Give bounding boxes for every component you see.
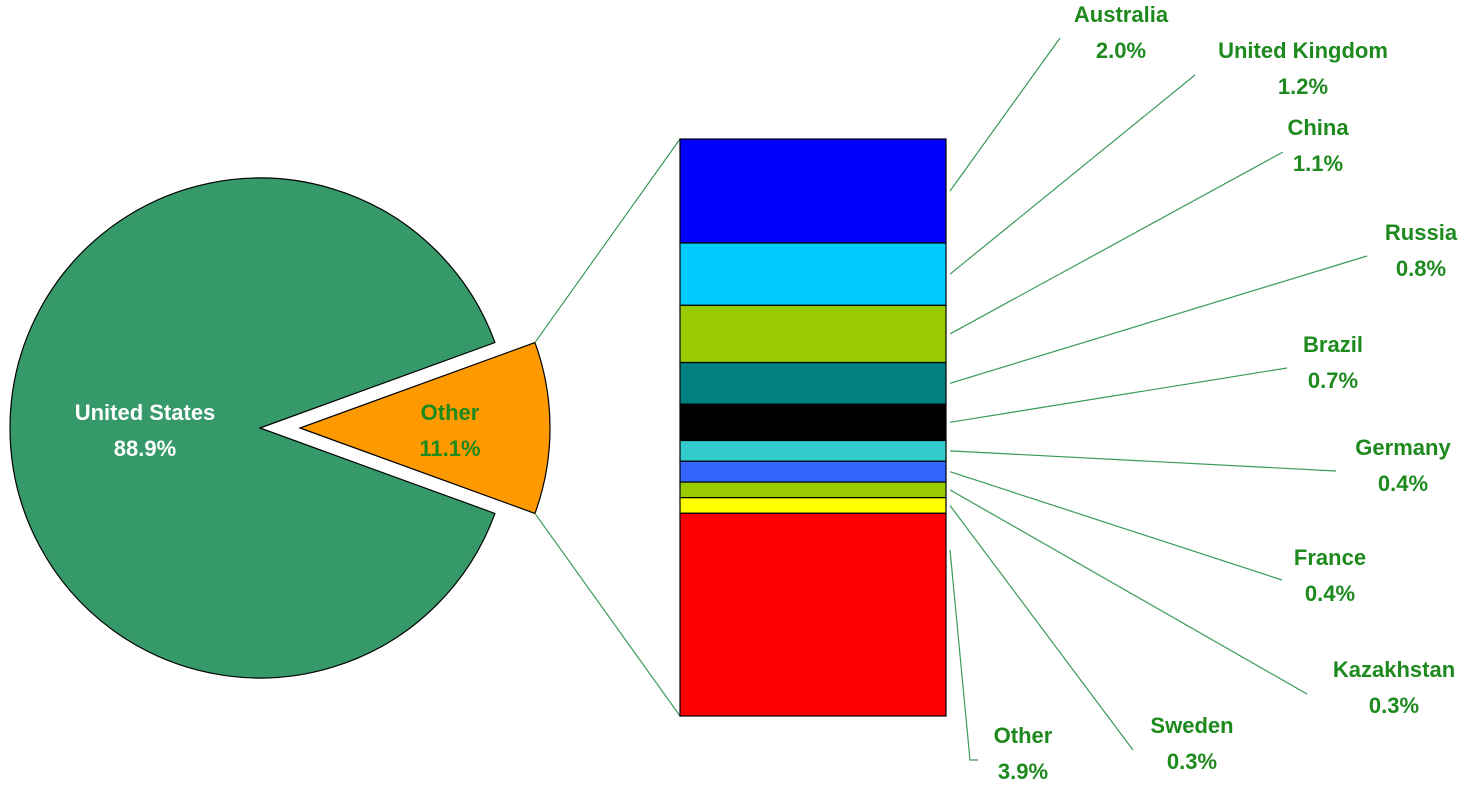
bar-label-kazakhstan: Kazakhstan 0.3% [1333,657,1455,718]
leader-line-germany [949,450,1337,472]
bar-label-france: France 0.4% [1294,545,1366,606]
bar-segment-brazil [679,403,947,442]
bar-segment-united-kingdom [679,242,947,306]
pie-label-united-states: United States 88.9% [75,400,216,461]
bar-segment-sweden [679,497,947,514]
leader-line-france [949,471,1283,581]
bar-segment-france [679,460,947,483]
pie-layer [9,177,551,679]
bar-label-brazil: Brazil 0.7% [1303,332,1363,393]
leader-line-united-kingdom [949,74,1196,275]
leader-line-sweden [949,505,1134,751]
leader-line-other [949,549,978,761]
leader-lines [949,37,1368,761]
stacked-bar [679,138,947,717]
bar-label-sweden: Sweden 0.3% [1150,713,1233,774]
connector-line-top [534,138,681,343]
bar-segment-germany [679,439,947,462]
bar-segment-russia [679,361,947,405]
bar-label-other: Other 3.9% [994,723,1053,784]
leader-line-australia [949,37,1061,192]
bar-label-china: China 1.1% [1287,115,1349,176]
bar-segment-other [679,512,947,717]
pie-label-other: Other 11.1% [419,400,480,461]
leader-line-russia [949,255,1368,384]
pie-slice-united-states [9,177,496,679]
bar-segment-china [679,304,947,364]
bar-label-russia: Russia 0.8% [1385,220,1458,281]
bar-label-united-kingdom: United Kingdom 1.2% [1218,38,1388,99]
bar-label-germany: Germany 0.4% [1355,435,1451,496]
pie-slice-other [298,341,551,515]
leader-line-china [949,151,1284,335]
bar-label-australia: Australia 2.0% [1074,2,1169,63]
bar-segment-kazakhstan [679,481,947,499]
leader-line-kazakhstan [949,489,1308,695]
connector-layer [534,138,681,717]
leader-line-brazil [949,367,1288,423]
bar-segment-australia [679,138,947,244]
connector-line-bottom [534,513,681,717]
data-labels: United States 88.9% Other 11.1% Australia 2.0… [75,2,1458,784]
